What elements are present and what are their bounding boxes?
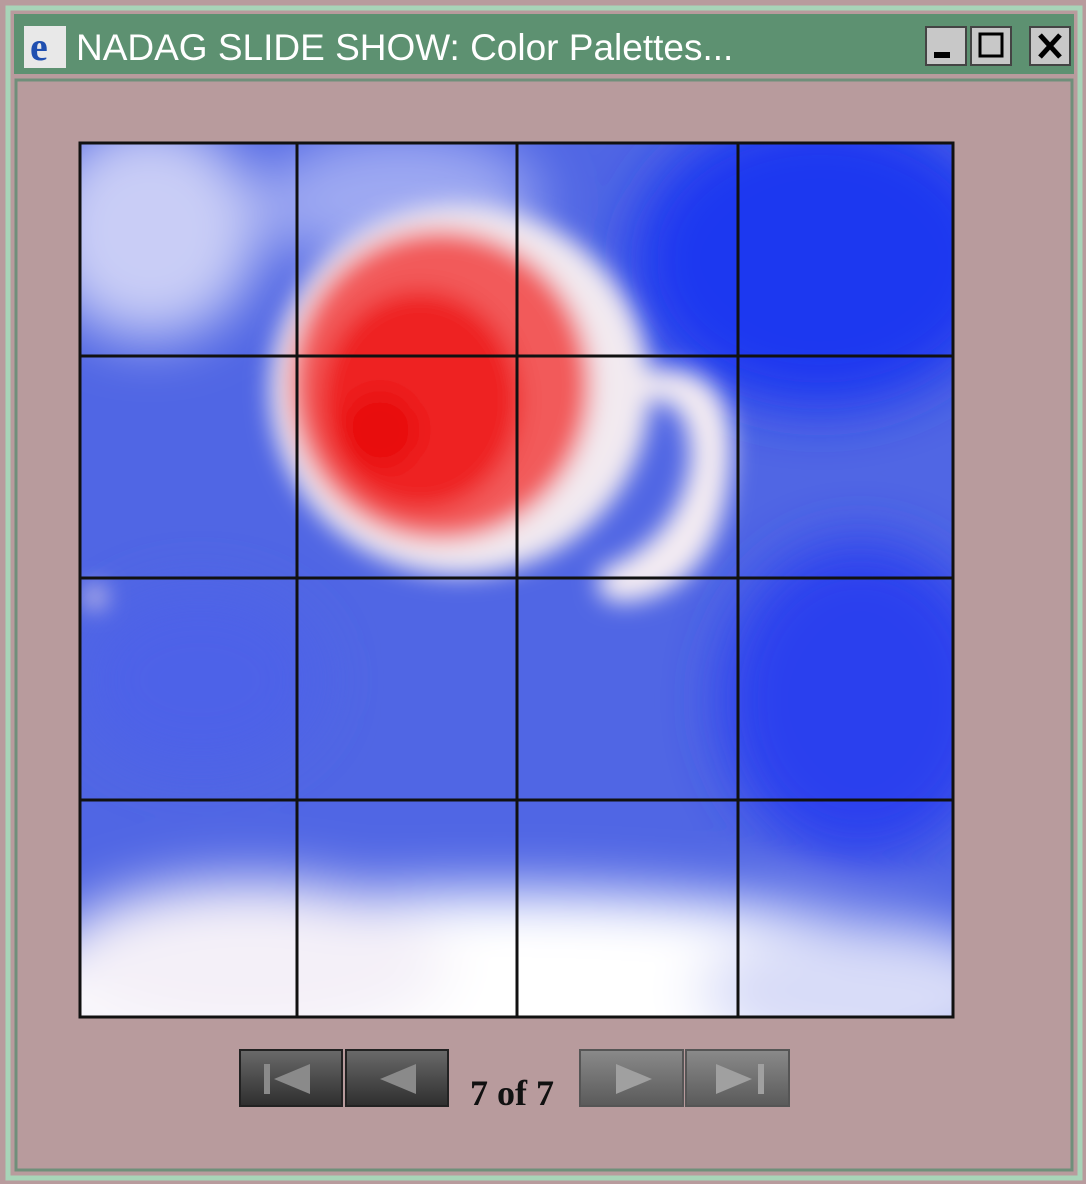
client-border <box>14 78 1074 1172</box>
svg-text:e: e <box>30 24 48 69</box>
app-icon: e <box>24 24 66 69</box>
image-grid <box>80 143 953 1017</box>
window-border <box>5 5 1083 1181</box>
window-title: NADAG SLIDE SHOW: Color Palettes... <box>76 27 733 68</box>
title-bar <box>14 14 1074 74</box>
previous-button[interactable] <box>345 1049 449 1107</box>
maximize-button[interactable] <box>970 26 1012 66</box>
slide-counter: 7 of 7 <box>470 1073 554 1113</box>
close-button[interactable] <box>1029 26 1071 66</box>
last-button[interactable] <box>685 1049 790 1107</box>
first-button[interactable] <box>239 1049 343 1107</box>
minimize-button[interactable] <box>925 26 967 66</box>
slide-image <box>80 143 953 1017</box>
next-button[interactable] <box>579 1049 684 1107</box>
